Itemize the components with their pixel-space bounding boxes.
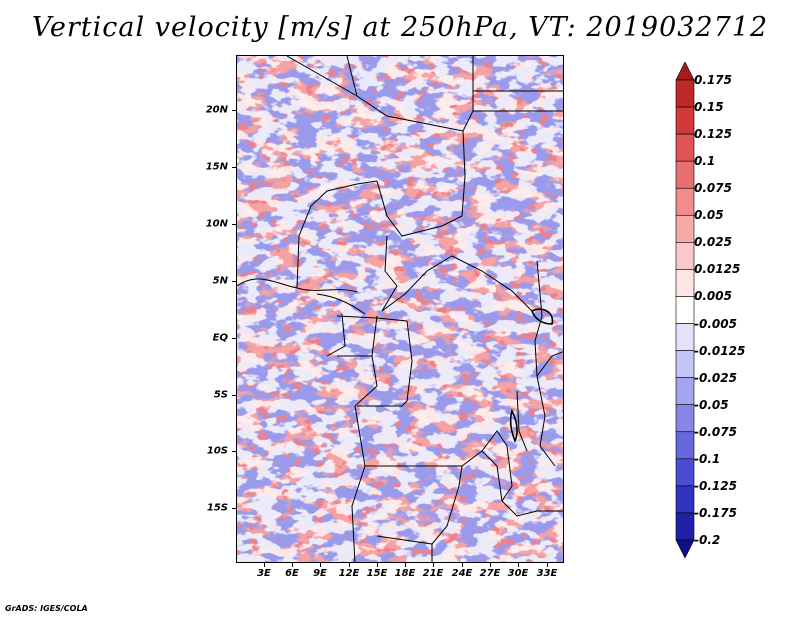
- lon-label-6e: 6E: [285, 568, 299, 579]
- lat-label-10n: 10N: [205, 218, 228, 230]
- colorbar-label: 0.15: [694, 100, 724, 115]
- colorbar-label: -0.075: [694, 424, 737, 439]
- colorbar-swatch: [675, 242, 695, 270]
- colorbar-swatch: [675, 404, 695, 433]
- lon-tick: [320, 563, 321, 567]
- colorbar-label: 0.05: [694, 208, 724, 223]
- lon-tick: [292, 563, 293, 567]
- colorbar-label: -0.125: [694, 478, 737, 493]
- lat-tick: [232, 167, 236, 168]
- lat-tick: [232, 281, 236, 282]
- lat-label-15n: 15N: [205, 161, 228, 173]
- lon-label-33e: 33E: [536, 568, 558, 579]
- lon-label-12e: 12E: [338, 568, 360, 579]
- colorbar-swatch: [675, 377, 695, 406]
- lat-tick: [232, 224, 236, 225]
- lat-tick: [232, 395, 236, 396]
- colorbar-swatch: [675, 106, 695, 135]
- colorbar-swatch: [675, 160, 695, 189]
- colorbar-label: -0.025: [694, 370, 737, 385]
- lat-tick: [232, 451, 236, 452]
- lon-tick: [490, 563, 491, 567]
- colorbar-swatch: [675, 187, 695, 216]
- lat-label-5n: 5N: [212, 275, 228, 287]
- grads-credit: GrADS: IGES/COLA: [5, 604, 88, 613]
- colorbar-label: 0.025: [694, 235, 732, 250]
- colorbar-label: 0.005: [694, 289, 732, 304]
- colorbar-label: -0.2: [694, 533, 721, 547]
- colorbar-swatch: [675, 539, 695, 558]
- colorbar-swatch: [675, 485, 695, 514]
- lat-label-20n: 20N: [205, 104, 228, 116]
- lat-label-eq: EQ: [212, 332, 228, 344]
- lon-tick: [349, 563, 350, 567]
- colorbar-label: 0.125: [694, 127, 732, 142]
- lon-tick: [518, 563, 519, 567]
- lon-tick: [433, 563, 434, 567]
- colorbar-swatch: [675, 269, 695, 297]
- colorbar-label: 0.175: [694, 73, 732, 87]
- colorbar-label: 0.1: [694, 154, 716, 169]
- colorbar-swatch: [675, 512, 695, 541]
- colorbar-swatch: [675, 62, 695, 81]
- colorbar-swatch: [675, 296, 695, 324]
- lat-label-10s: 10S: [206, 445, 228, 457]
- map-field: [237, 56, 563, 562]
- lon-label-15e: 15E: [366, 568, 388, 579]
- colorbar-label: -0.005: [694, 316, 737, 331]
- lon-label-27e: 27E: [479, 568, 501, 579]
- lon-tick: [264, 563, 265, 567]
- lon-tick: [405, 563, 406, 567]
- colorbar-swatch: [675, 214, 695, 243]
- country-borders: [237, 56, 563, 562]
- colorbar-label: -0.05: [694, 397, 729, 412]
- colorbar-label: -0.0125: [694, 343, 746, 358]
- lon-label-9e: 9E: [313, 568, 327, 579]
- lat-label-5s: 5S: [213, 389, 228, 401]
- lat-tick: [232, 508, 236, 509]
- colorbar: [675, 62, 695, 558]
- colorbar-label: 0.075: [694, 181, 732, 196]
- colorbar-swatch: [675, 79, 695, 108]
- lon-tick: [547, 563, 548, 567]
- lon-label-3e: 3E: [257, 568, 271, 579]
- colorbar-label: -0.175: [694, 505, 737, 520]
- lon-tick: [462, 563, 463, 567]
- lat-tick: [232, 338, 236, 339]
- lat-label-15s: 15S: [206, 502, 228, 514]
- lon-label-18e: 18E: [394, 568, 416, 579]
- colorbar-label: -0.1: [694, 451, 721, 466]
- colorbar-swatch: [675, 323, 695, 351]
- colorbar-swatch: [675, 458, 695, 487]
- lon-label-24e: 24E: [451, 568, 473, 579]
- colorbar-swatch: [675, 431, 695, 460]
- lon-tick: [377, 563, 378, 567]
- colorbar-swatch: [675, 350, 695, 378]
- colorbar-label: 0.0125: [694, 262, 741, 277]
- lon-label-21e: 21E: [422, 568, 444, 579]
- colorbar-swatch: [675, 133, 695, 162]
- vertical-velocity-map: [236, 55, 564, 563]
- chart-title: Vertical velocity [m/s] at 250hPa, VT: 2…: [31, 12, 769, 43]
- lat-tick: [232, 110, 236, 111]
- lon-label-30e: 30E: [507, 568, 529, 579]
